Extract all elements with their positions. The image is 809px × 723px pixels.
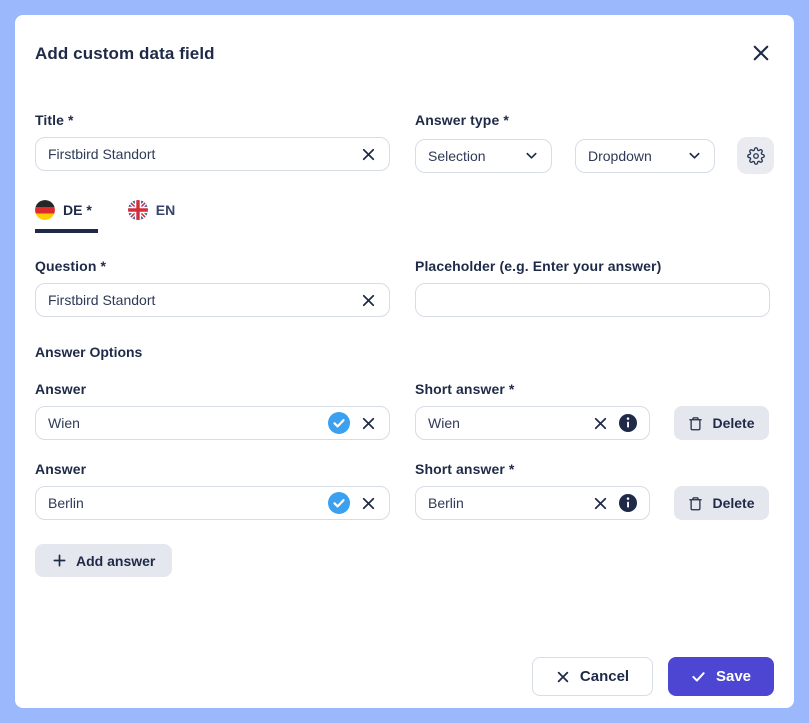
modal-header: Add custom data field	[35, 44, 774, 66]
save-button-label: Save	[715, 668, 752, 685]
answer-clear-button[interactable]	[360, 495, 377, 512]
info-icon[interactable]	[619, 494, 637, 512]
language-tabs: DE * EN	[35, 196, 774, 233]
add-answer-button-label: Add answer	[76, 552, 156, 569]
chevron-down-icon	[687, 148, 702, 163]
close-icon	[751, 43, 771, 63]
save-button[interactable]: Save	[668, 657, 774, 696]
tab-en-label: EN	[155, 202, 176, 218]
cancel-button-label: Cancel	[579, 668, 630, 685]
question-field-label: Question *	[35, 258, 107, 274]
short-answer-input[interactable]	[428, 415, 582, 431]
clear-icon	[592, 415, 609, 432]
trash-icon	[688, 416, 703, 431]
clear-icon	[360, 495, 377, 512]
close-button[interactable]	[748, 40, 774, 66]
plus-icon	[52, 553, 67, 568]
check-badge-icon	[328, 492, 350, 514]
short-answer-label: Short answer *	[415, 461, 515, 477]
question-clear-button[interactable]	[360, 292, 377, 309]
answer-input[interactable]	[48, 415, 318, 431]
info-icon[interactable]	[619, 414, 637, 432]
placeholder-input-wrap	[415, 283, 770, 317]
x-icon	[556, 670, 570, 684]
tab-en[interactable]: EN	[127, 196, 181, 233]
title-clear-button[interactable]	[360, 146, 377, 163]
delete-answer-button[interactable]: Delete	[674, 486, 769, 520]
answer-type-select-value: Selection	[428, 147, 486, 164]
check-badge-icon	[328, 412, 350, 434]
placeholder-field-label: Placeholder (e.g. Enter your answer)	[415, 258, 662, 274]
short-answer-input[interactable]	[428, 495, 582, 511]
short-answer-clear-button[interactable]	[592, 415, 609, 432]
clear-icon	[360, 292, 377, 309]
add-custom-data-field-modal: Add custom data field Title * Answer typ…	[15, 15, 794, 708]
short-answer-input-wrap	[415, 406, 650, 440]
placeholder-input[interactable]	[428, 292, 757, 308]
delete-button-label: Delete	[712, 495, 755, 511]
answer-input-wrap	[35, 406, 390, 440]
title-input[interactable]	[48, 146, 350, 162]
delete-answer-button[interactable]: Delete	[674, 406, 769, 440]
short-answer-label: Short answer *	[415, 381, 515, 397]
answer-clear-button[interactable]	[360, 415, 377, 432]
answer-type-label: Answer type *	[415, 112, 509, 128]
uk-flag-icon	[127, 200, 148, 220]
answer-type-select[interactable]: Selection	[415, 138, 552, 173]
title-field-label: Title *	[35, 112, 74, 128]
answer-label: Answer	[35, 381, 87, 397]
cancel-button[interactable]: Cancel	[532, 657, 653, 696]
gear-icon	[746, 146, 765, 165]
settings-button[interactable]	[737, 137, 774, 174]
add-answer-button[interactable]: Add answer	[35, 544, 173, 577]
answer-option-row: Answer Short answer *	[35, 461, 774, 520]
answer-subtype-select[interactable]: Dropdown	[575, 138, 715, 173]
page-title: Add custom data field	[35, 44, 215, 63]
answer-option-row: Answer Short answer *	[35, 381, 774, 440]
clear-icon	[592, 495, 609, 512]
title-answer-type-row: Title * Answer type * Selection	[35, 112, 774, 174]
answer-subtype-select-value: Dropdown	[588, 147, 652, 164]
modal-footer: Cancel Save	[35, 657, 774, 708]
short-answer-clear-button[interactable]	[592, 495, 609, 512]
german-flag-icon	[35, 200, 55, 220]
answer-input-wrap	[35, 486, 390, 520]
answer-input[interactable]	[48, 495, 318, 511]
trash-icon	[688, 496, 703, 511]
tab-de[interactable]: DE *	[35, 196, 98, 233]
delete-button-label: Delete	[712, 415, 755, 431]
chevron-down-icon	[524, 148, 539, 163]
answer-label: Answer	[35, 461, 87, 477]
answer-options-heading: Answer Options	[35, 344, 143, 360]
clear-icon	[360, 146, 377, 163]
clear-icon	[360, 415, 377, 432]
question-placeholder-row: Question * Placeholder (e.g. Enter your …	[35, 258, 774, 317]
check-icon	[691, 669, 706, 684]
title-input-wrap	[35, 137, 390, 171]
question-input-wrap	[35, 283, 390, 317]
tab-de-label: DE *	[63, 202, 92, 218]
question-input[interactable]	[48, 292, 350, 308]
short-answer-input-wrap	[415, 486, 650, 520]
